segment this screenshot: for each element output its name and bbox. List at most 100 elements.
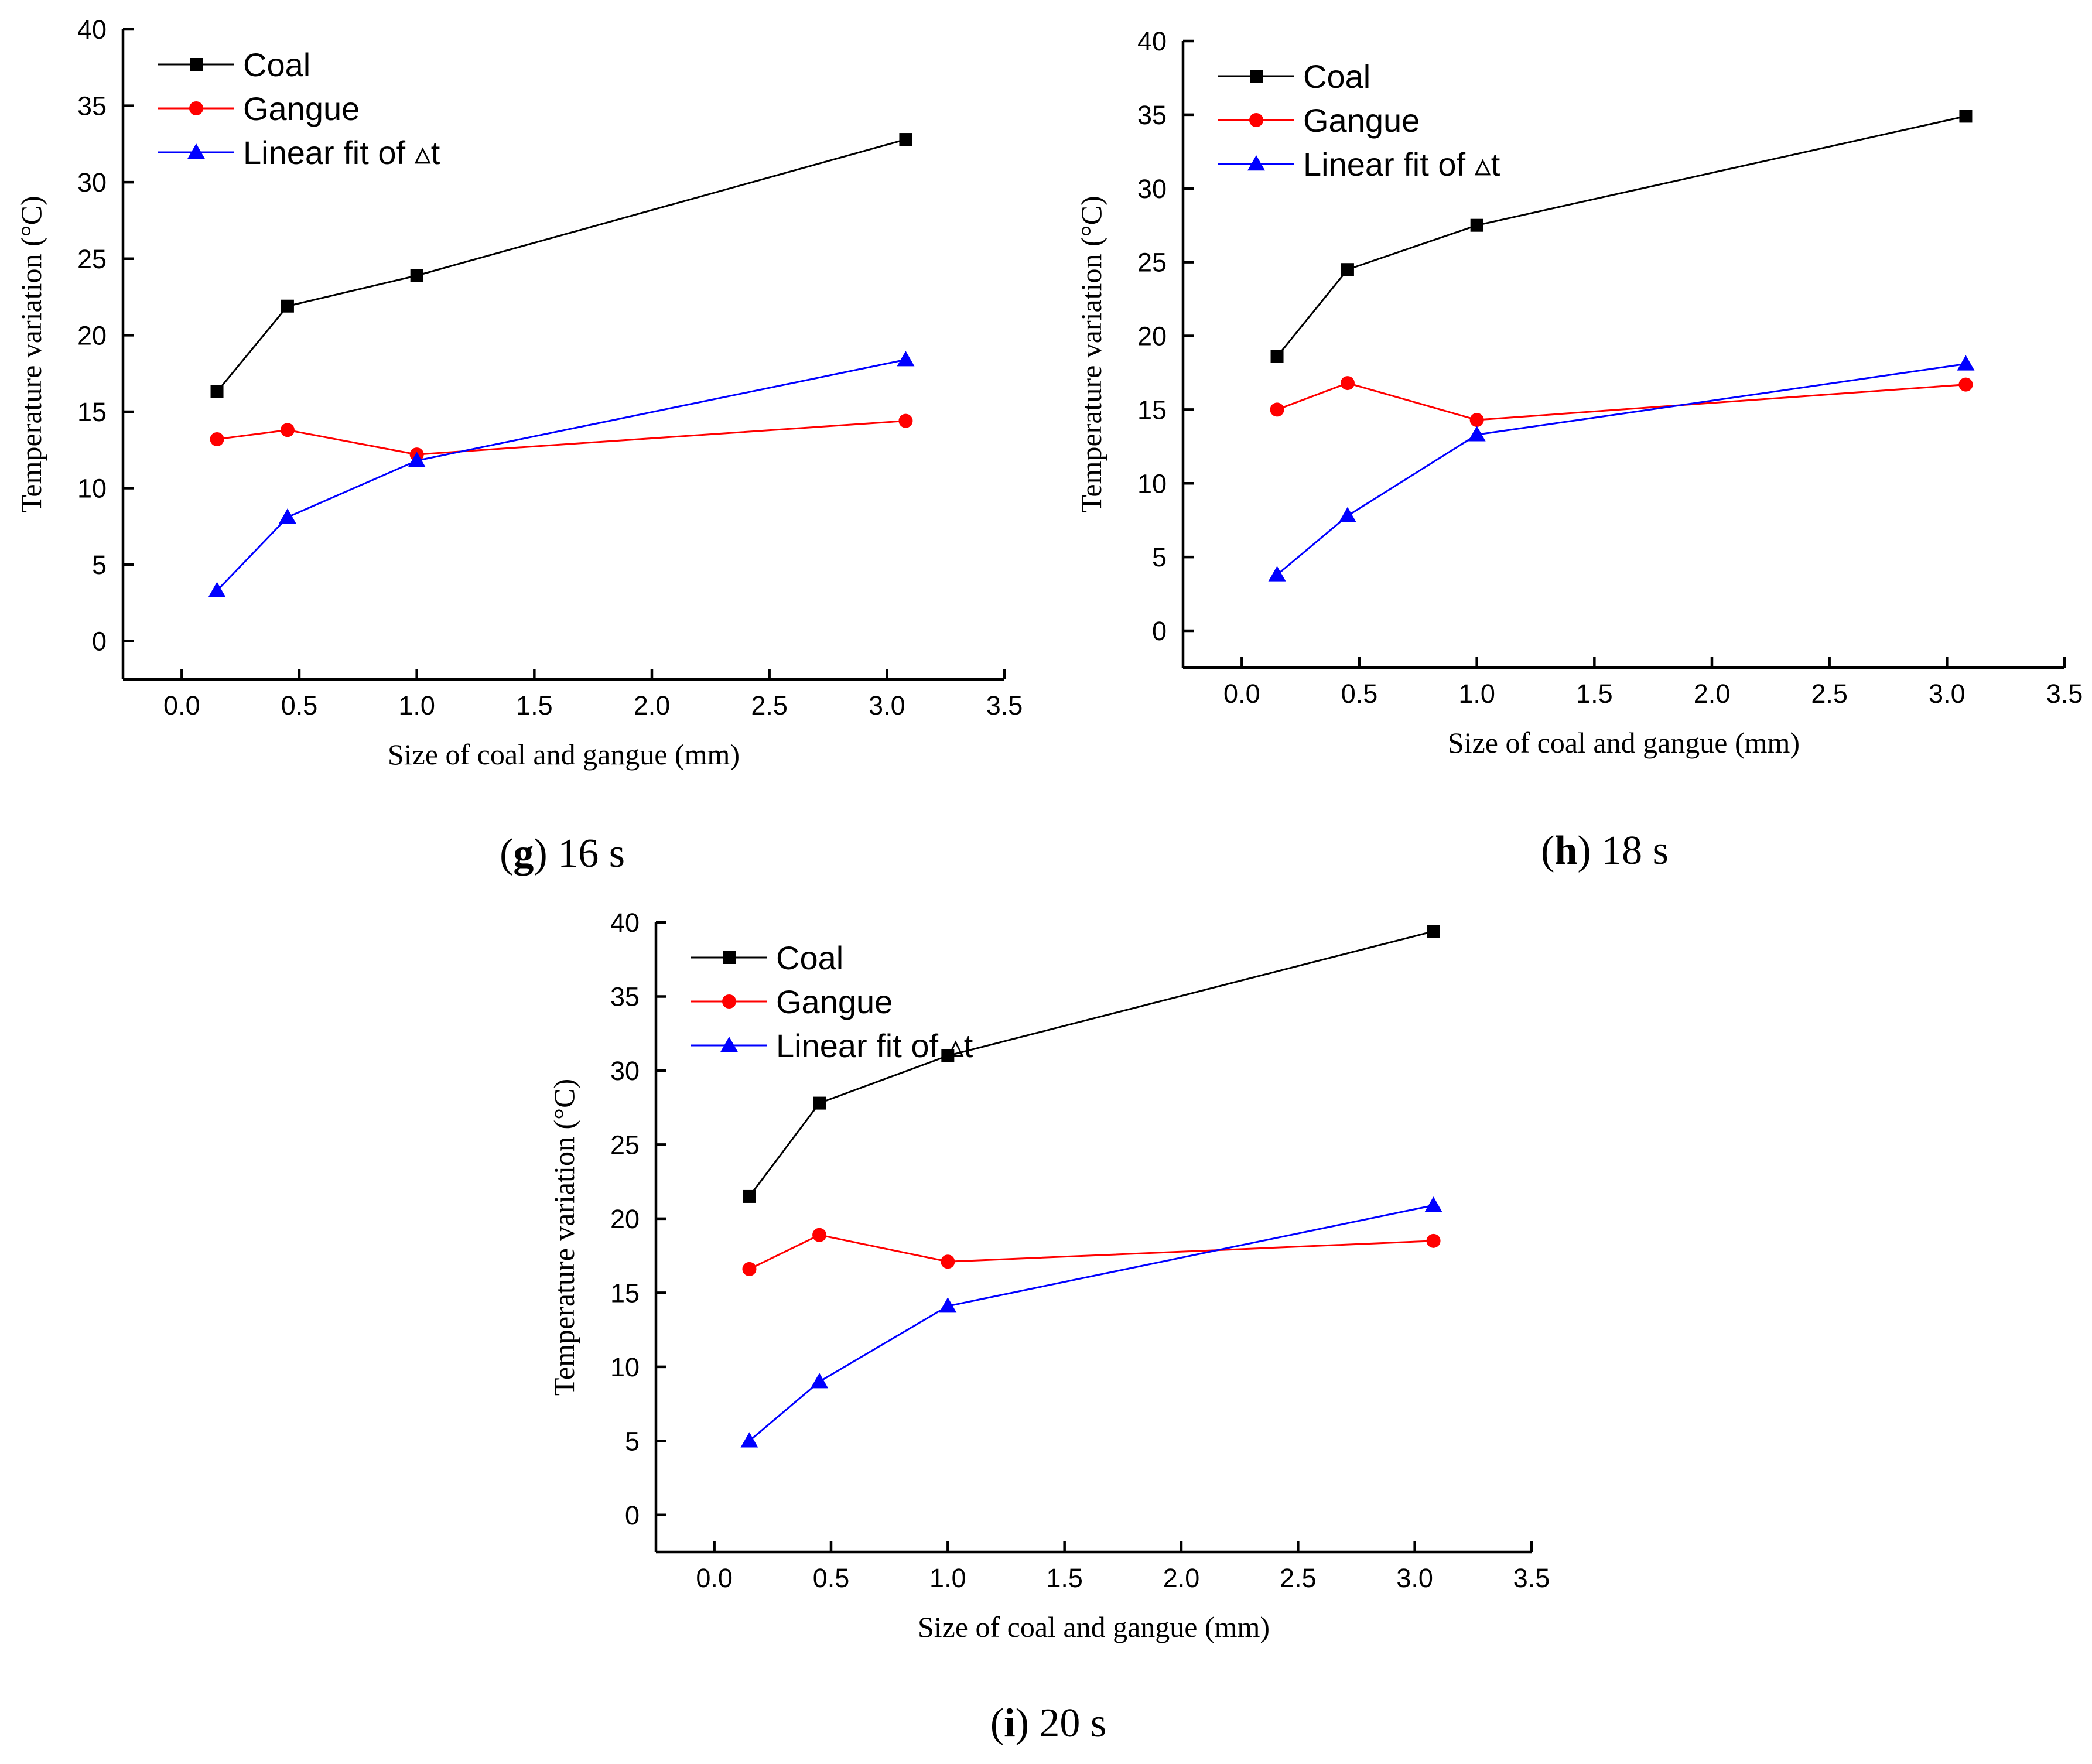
y-tick-label: 35 — [610, 982, 640, 1011]
series-line-square — [216, 138, 906, 392]
x-tick-label: 3.0 — [1929, 679, 1965, 709]
series-line-circle — [217, 420, 906, 456]
data-point-square — [281, 299, 294, 313]
legend-marker-square — [1250, 70, 1263, 83]
x-tick-label: 3.5 — [1513, 1563, 1550, 1593]
y-tick-label: 20 — [77, 320, 107, 350]
legend-label: Linear fit of ▵t — [1303, 146, 1500, 183]
legend-marker-triangle — [1247, 155, 1265, 171]
x-tick-label: 1.5 — [1576, 679, 1613, 709]
x-tick-label: 0.0 — [1223, 679, 1260, 709]
data-point-triangle — [278, 508, 296, 524]
data-point-square — [410, 269, 423, 282]
x-tick-label: 3.5 — [986, 690, 1023, 720]
legend-label: Coal — [776, 939, 843, 976]
legend-label: Linear fit of ▵t — [243, 134, 440, 171]
y-axis-title: Temperature variation (°C) — [1075, 196, 1107, 512]
y-tick-label: 0 — [1152, 616, 1167, 646]
series-line-square — [1276, 115, 1966, 357]
chart-panel-h: 0 5 10 15 20 25 30 35 40 0.0 0.5 1.0 1.5 2.0 2.5 3.0 3.5… — [1075, 26, 2083, 873]
x-tick-label: 0.0 — [696, 1563, 733, 1593]
data-point-triangle — [1424, 1196, 1442, 1212]
chart-panel-g: 0 5 10 15 20 25 30 35 40 0.0 0.5 1.0 1.5 2.0 2.5 3.0 3.5… — [15, 15, 1023, 876]
data-point-circle — [941, 1254, 955, 1269]
x-tick-label: 0.5 — [281, 690, 318, 720]
y-tick-label: 40 — [610, 908, 640, 938]
data-point-circle — [898, 413, 913, 428]
data-point-square — [1959, 110, 1973, 123]
data-point-square — [210, 385, 224, 398]
data-point-triangle — [811, 1373, 829, 1389]
y-tick-label: 15 — [1137, 395, 1167, 425]
panel-caption: (g) 16 s — [500, 831, 625, 876]
legend-marker-circle — [722, 994, 736, 1009]
x-tick-label: 2.5 — [1811, 679, 1848, 709]
y-tick-label: 20 — [610, 1204, 640, 1234]
y-tick-label: 30 — [1137, 174, 1167, 204]
data-point-square — [899, 133, 912, 146]
legend-marker-circle — [189, 101, 203, 115]
caption-letter: g — [513, 831, 534, 876]
y-tick-label: 25 — [77, 244, 107, 274]
x-tick-label: 0.5 — [813, 1563, 850, 1593]
y-axis-title: Temperature variation (°C) — [15, 196, 47, 512]
data-point-circle — [1469, 413, 1484, 428]
caption-text: 18 s — [1601, 828, 1669, 873]
data-point-square — [1470, 218, 1483, 232]
data-point-circle — [1958, 377, 1973, 392]
x-tick-label: 1.0 — [398, 690, 435, 720]
legend-label: Gangue — [243, 90, 360, 127]
legend-label: Gangue — [1303, 102, 1420, 139]
y-tick-label: 0 — [625, 1500, 640, 1530]
caption-letter: h — [1554, 828, 1577, 873]
x-tick-label: 0.0 — [163, 690, 200, 720]
data-point-triangle — [1468, 426, 1486, 442]
y-tick-label: 15 — [77, 397, 107, 427]
y-axis-title: Temperature variation (°C) — [548, 1079, 580, 1396]
legend-label: Linear fit of ▵t — [776, 1027, 973, 1064]
legend-marker-circle — [1249, 113, 1263, 127]
x-tick-label: 2.5 — [751, 690, 788, 720]
caption-text: 20 s — [1039, 1701, 1106, 1746]
x-axis-title: Size of coal and gangue (mm) — [1448, 726, 1800, 759]
chart-panel-i: 0 5 10 15 20 25 30 35 40 0.0 0.5 1.0 1.5 2.0 2.5 3.0 3.5… — [548, 908, 1550, 1746]
y-tick-label: 30 — [77, 167, 107, 197]
series-line-triangle — [216, 358, 906, 592]
y-tick-label: 40 — [77, 15, 107, 45]
data-point-circle — [812, 1228, 827, 1242]
data-point-circle — [742, 1262, 757, 1276]
data-point-circle — [1426, 1233, 1441, 1248]
x-tick-label: 3.0 — [869, 690, 905, 720]
x-axis-title: Size of coal and gangue (mm) — [388, 738, 740, 771]
legend-label: Coal — [1303, 58, 1370, 95]
data-point-square — [813, 1096, 826, 1110]
x-tick-label: 3.5 — [2046, 679, 2083, 709]
panel-caption: (i) 20 s — [990, 1701, 1106, 1746]
legend-marker-square — [723, 951, 736, 964]
data-point-circle — [1340, 376, 1355, 391]
series-line-circle — [748, 1234, 1434, 1270]
x-tick-label: 2.0 — [1694, 679, 1731, 709]
legend-marker-square — [190, 58, 203, 71]
data-point-square — [1270, 350, 1284, 363]
y-tick-label: 10 — [1137, 469, 1167, 498]
x-tick-label: 3.0 — [1396, 1563, 1433, 1593]
data-point-triangle — [1338, 507, 1356, 522]
x-tick-label: 2.0 — [1163, 1563, 1200, 1593]
data-point-triangle — [408, 452, 426, 467]
data-point-triangle — [740, 1432, 758, 1448]
y-tick-label: 5 — [1152, 542, 1167, 572]
legend-marker-triangle — [187, 143, 205, 159]
x-tick-label: 1.5 — [516, 690, 553, 720]
data-point-triangle — [939, 1297, 957, 1313]
y-tick-label: 10 — [77, 474, 107, 504]
y-tick-label: 20 — [1137, 322, 1167, 351]
y-tick-label: 35 — [77, 91, 107, 121]
y-tick-label: 0 — [92, 627, 107, 657]
x-tick-label: 2.5 — [1280, 1563, 1317, 1593]
legend-marker-triangle — [720, 1037, 738, 1052]
data-point-circle — [1270, 402, 1284, 417]
y-tick-label: 30 — [610, 1056, 640, 1086]
y-tick-label: 25 — [610, 1130, 640, 1160]
y-tick-label: 35 — [1137, 100, 1167, 130]
